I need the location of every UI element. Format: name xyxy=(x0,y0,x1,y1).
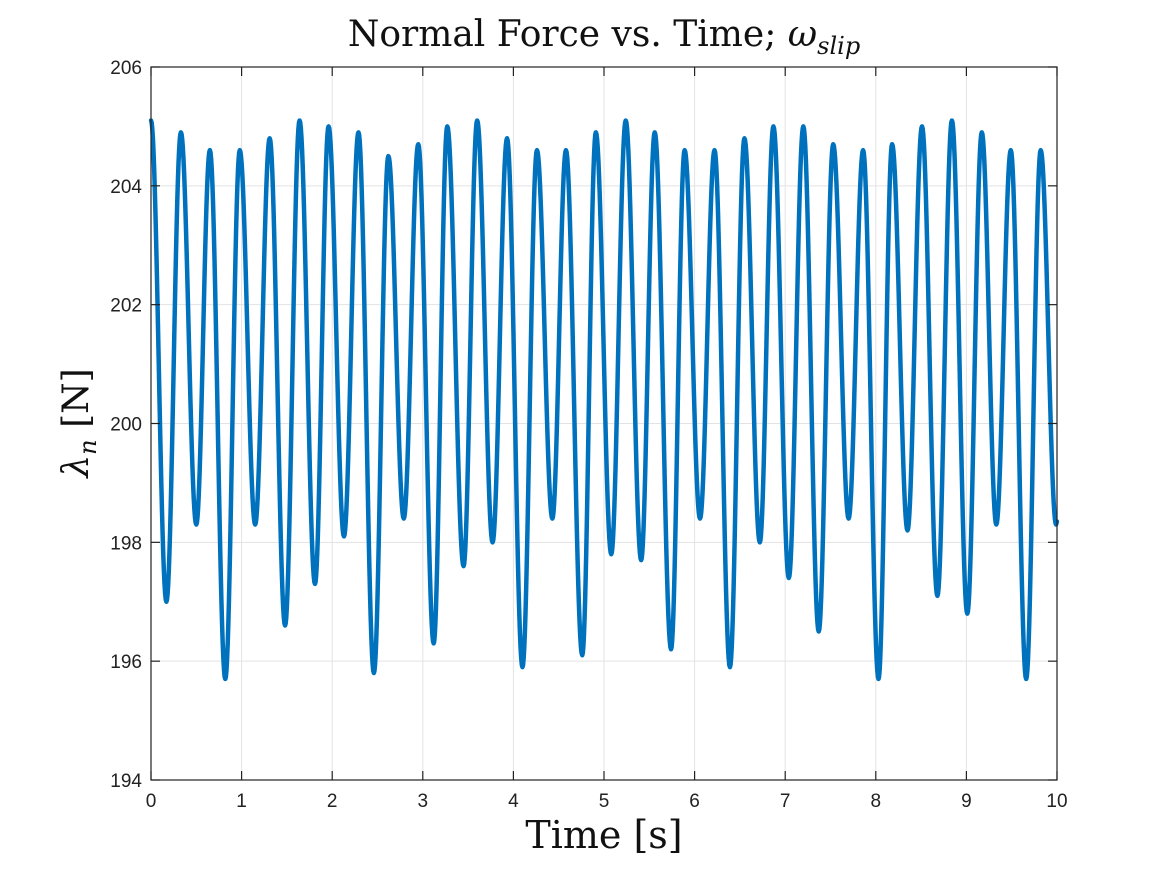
y-tick-label: 196 xyxy=(110,652,142,673)
chart-title: Normal Force vs. Time; ωslip xyxy=(348,14,860,60)
x-tick-label: 2 xyxy=(327,791,338,812)
chart-title-omega: ω xyxy=(788,14,817,55)
x-tick-label: 6 xyxy=(689,791,700,812)
ticks: 0 1 2 3 4 5 6 7 8 9 10 194 196 198 200 202 204 206 xyxy=(110,58,1067,812)
x-tick-label: 0 xyxy=(146,791,157,812)
y-axis-label-unit: [N] xyxy=(56,368,97,439)
y-axis-label-lambda: λ xyxy=(56,455,97,480)
y-tick-label: 200 xyxy=(110,415,142,436)
x-tick-label: 3 xyxy=(418,791,429,812)
x-tick-label: 7 xyxy=(780,791,791,812)
series-line xyxy=(151,120,1057,679)
x-tick-label: 9 xyxy=(961,791,972,812)
x-tick-label: 10 xyxy=(1046,791,1067,812)
chart-title-text: Normal Force vs. Time; xyxy=(348,14,788,55)
x-axis-label: Time [s] xyxy=(525,813,682,857)
x-tick-label: 1 xyxy=(236,791,247,812)
series-layer xyxy=(151,120,1057,679)
chart-title-subscript: slip xyxy=(817,32,860,60)
y-tick-label: 198 xyxy=(110,533,142,554)
x-tick-label: 4 xyxy=(508,791,519,812)
y-tick-label: 206 xyxy=(110,58,142,79)
x-tick-label: 8 xyxy=(871,791,882,812)
y-tick-label: 194 xyxy=(110,771,142,792)
y-axis-label-subscript: n xyxy=(74,439,102,454)
x-tick-label: 5 xyxy=(599,791,610,812)
y-tick-label: 204 xyxy=(110,177,142,198)
y-axis-label: λn [N] xyxy=(56,368,102,479)
y-tick-label: 202 xyxy=(110,296,142,317)
